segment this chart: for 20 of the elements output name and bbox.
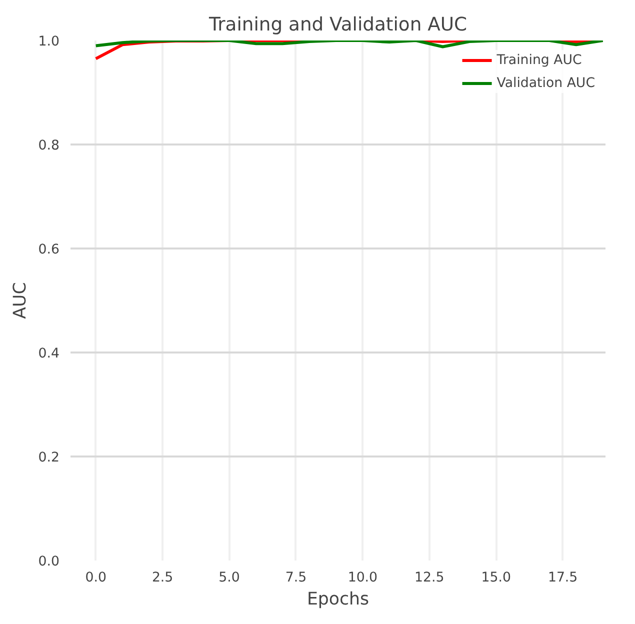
y-tick-label: 0.4 [38,346,60,362]
y-tick-label: 1.0 [38,34,60,50]
y-tick-label: 0.6 [38,242,60,258]
x-tick-label: 15.0 [481,570,511,586]
y-tick-label: 0.2 [38,450,60,466]
x-tick-label: 5.0 [218,570,240,586]
y-tick-label: 0.0 [38,554,60,570]
x-tick-label: 7.5 [285,570,307,586]
x-tick-label: 12.5 [414,570,444,586]
y-tick-label: 0.8 [38,138,60,154]
line-series [94,40,604,48]
x-tick-label: 10.0 [348,570,378,586]
x-tick-label: 2.5 [152,570,174,586]
chart-title: Training and Validation AUC [208,14,468,36]
x-axis-title: Epochs [306,590,370,610]
legend-label: Validation AUC [496,76,595,90]
legend-label: Training AUC [496,52,582,68]
x-tick-label: 0.0 [85,570,106,586]
x-tick-label: 17.5 [548,570,578,586]
y-axis-title: AUC [10,282,30,319]
